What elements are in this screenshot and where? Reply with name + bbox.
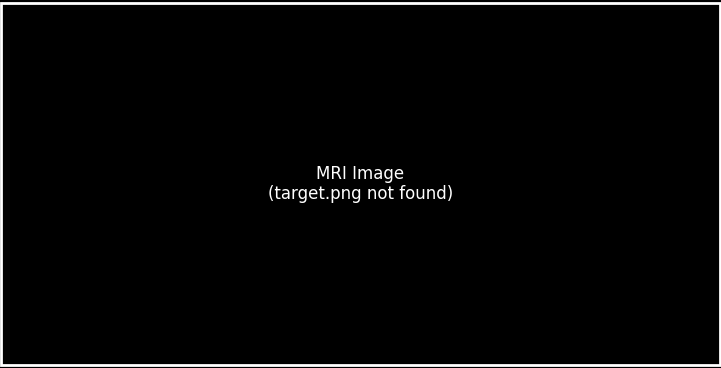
Text: MRI Image
(target.png not found): MRI Image (target.png not found) [268,164,453,204]
